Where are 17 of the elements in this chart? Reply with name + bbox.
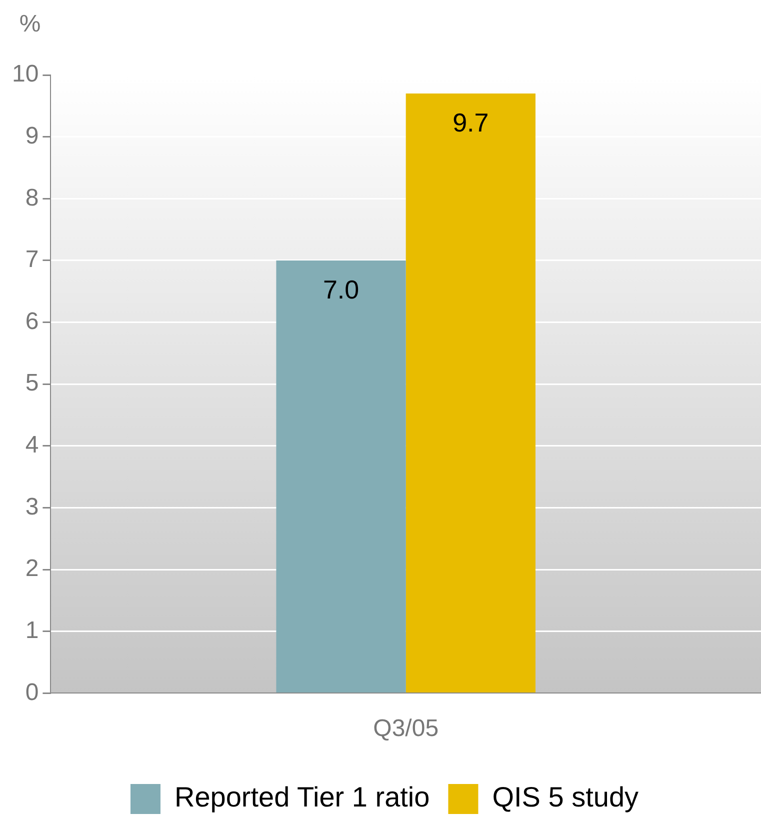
y-tick-label: 8 <box>25 184 39 212</box>
legend-label: QIS 5 study <box>492 782 639 813</box>
x-tick-label: Q3/05 <box>373 715 439 742</box>
y-tick-label: 0 <box>25 678 39 706</box>
y-tick-label: 2 <box>25 555 39 582</box>
y-tick-label: 10 <box>12 60 39 88</box>
data-label: 9.7 <box>452 108 489 138</box>
y-tick-label: 3 <box>25 493 39 520</box>
y-tick-label: 7 <box>25 246 39 274</box>
y-tick-label: 4 <box>25 432 39 459</box>
y-tick-label: 1 <box>25 617 39 644</box>
legend-label: Reported Tier 1 ratio <box>174 782 430 813</box>
y-tick-label: 6 <box>25 308 39 335</box>
y-tick-label: 9 <box>25 122 39 150</box>
data-label: 7.0 <box>322 274 360 305</box>
y-axis-title: % <box>19 10 41 38</box>
y-tick-label: 5 <box>25 370 39 397</box>
